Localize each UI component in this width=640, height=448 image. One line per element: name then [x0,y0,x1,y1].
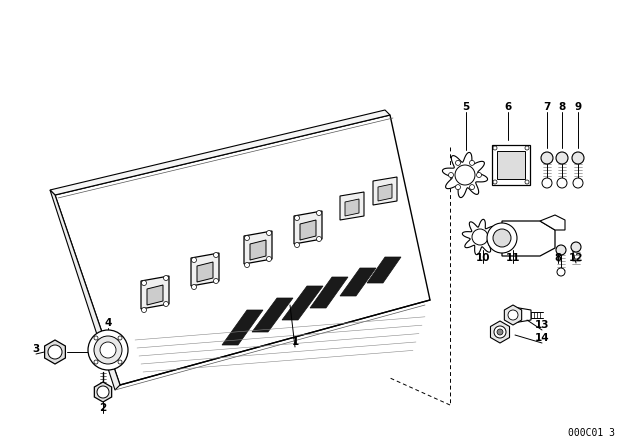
Polygon shape [462,220,498,254]
Polygon shape [147,285,163,305]
Circle shape [508,310,518,320]
Polygon shape [497,151,525,179]
Circle shape [541,152,553,164]
Polygon shape [252,298,293,332]
Circle shape [214,253,218,258]
Polygon shape [340,192,364,220]
Polygon shape [540,215,565,230]
Circle shape [472,229,488,245]
Text: 9: 9 [575,102,582,112]
Text: 10: 10 [476,253,490,263]
Circle shape [118,360,122,364]
Text: 11: 11 [506,253,520,263]
Polygon shape [141,276,169,309]
Text: 8: 8 [558,102,566,112]
Polygon shape [373,177,397,205]
Circle shape [163,276,168,280]
Circle shape [244,263,250,267]
Circle shape [191,258,196,263]
Circle shape [294,215,300,220]
Polygon shape [492,145,530,185]
Circle shape [118,336,122,340]
Circle shape [97,386,109,398]
Circle shape [493,229,511,247]
Circle shape [266,231,271,236]
Circle shape [494,326,506,338]
Circle shape [556,152,568,164]
Text: 3: 3 [33,344,40,354]
Circle shape [317,211,321,215]
Polygon shape [300,220,316,240]
Circle shape [572,152,584,164]
Polygon shape [55,115,430,385]
Polygon shape [50,110,390,195]
Circle shape [94,336,98,340]
Text: 000C01 3: 000C01 3 [568,428,615,438]
Polygon shape [282,286,323,320]
Polygon shape [222,310,263,345]
Polygon shape [442,152,488,198]
Circle shape [191,284,196,289]
Circle shape [294,242,300,247]
Circle shape [493,180,497,184]
Text: 4: 4 [104,318,112,328]
Circle shape [141,307,147,313]
Circle shape [525,180,529,184]
Circle shape [556,245,566,255]
Circle shape [456,185,461,190]
Circle shape [456,160,461,165]
Circle shape [493,146,497,150]
Circle shape [317,237,321,241]
Polygon shape [504,305,522,325]
Polygon shape [294,211,322,244]
Text: 7: 7 [543,102,550,112]
Circle shape [244,236,250,241]
Circle shape [266,257,271,262]
Text: 2: 2 [99,403,107,413]
Circle shape [497,329,503,335]
Circle shape [214,279,218,284]
Polygon shape [367,257,401,283]
Circle shape [94,360,98,364]
Polygon shape [490,321,509,343]
Circle shape [100,342,116,358]
Text: 6: 6 [504,102,511,112]
Polygon shape [345,199,359,216]
Circle shape [163,302,168,306]
Text: 1: 1 [291,337,299,347]
Circle shape [88,330,128,370]
Circle shape [449,172,454,177]
Polygon shape [250,240,266,260]
Circle shape [477,172,481,177]
Polygon shape [310,277,348,308]
Polygon shape [378,184,392,201]
Polygon shape [197,262,213,282]
Polygon shape [244,231,272,264]
Circle shape [470,185,474,190]
Circle shape [455,165,475,185]
Text: 14: 14 [534,333,549,343]
Polygon shape [94,382,111,402]
Circle shape [141,280,147,285]
Circle shape [48,345,62,359]
Text: 13: 13 [535,320,549,330]
Circle shape [557,178,567,188]
Text: 5: 5 [462,102,470,112]
Circle shape [571,242,581,252]
Text: 12: 12 [569,253,583,263]
Polygon shape [191,253,219,286]
Polygon shape [513,307,531,323]
Circle shape [542,178,552,188]
Text: 8: 8 [554,253,562,263]
Polygon shape [340,268,376,296]
Polygon shape [50,190,120,390]
Circle shape [573,178,583,188]
Polygon shape [502,221,555,256]
Polygon shape [45,340,65,364]
Circle shape [525,146,529,150]
Circle shape [94,336,122,364]
Circle shape [487,223,517,253]
Circle shape [557,268,565,276]
Circle shape [470,160,474,165]
